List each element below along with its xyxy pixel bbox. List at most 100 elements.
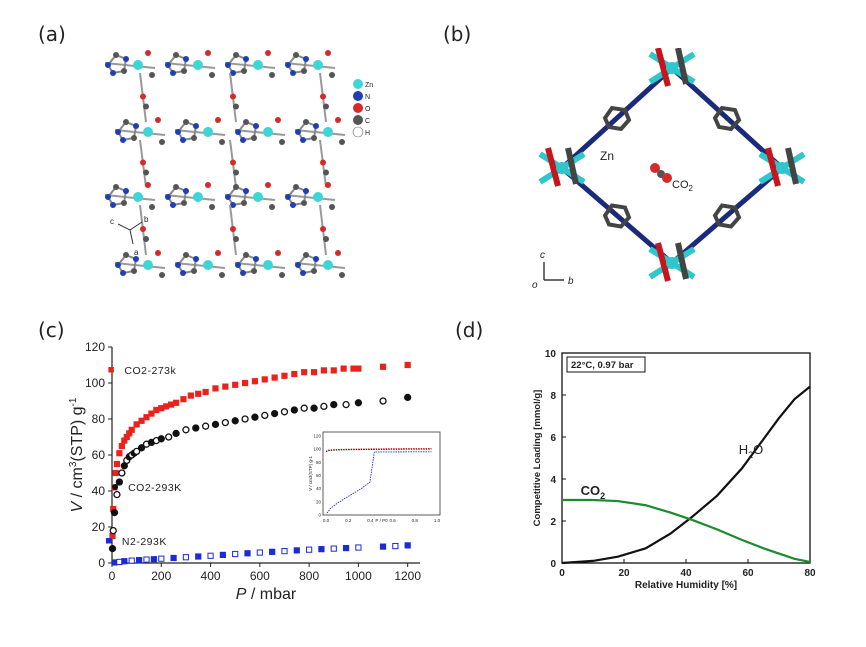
data-point bbox=[301, 369, 308, 376]
x-tick-label: 1200 bbox=[394, 569, 421, 583]
data-point bbox=[256, 549, 263, 556]
data-point bbox=[219, 551, 226, 559]
svg-text:O: O bbox=[365, 106, 371, 113]
legend-item-zn: Zn bbox=[353, 79, 373, 89]
data-point bbox=[300, 404, 308, 412]
data-point bbox=[404, 542, 411, 549]
data-point bbox=[404, 393, 412, 402]
data-point bbox=[121, 558, 128, 565]
series-label-h2o: H2O bbox=[739, 442, 764, 460]
data-point bbox=[118, 469, 126, 477]
plot-frame bbox=[561, 352, 811, 564]
data-point bbox=[137, 444, 146, 452]
inset-y-label: V / cm3(STP) g-1 bbox=[308, 456, 313, 491]
data-point bbox=[290, 406, 298, 414]
data-point bbox=[108, 544, 117, 553]
series-label: N2-293K bbox=[122, 536, 167, 548]
x-tick-label: 200 bbox=[151, 569, 171, 583]
y-tick-label: 40 bbox=[92, 484, 106, 498]
inset-y-tick-label: 0 bbox=[318, 513, 321, 518]
data-point bbox=[355, 365, 362, 372]
svg-text:Zn: Zn bbox=[365, 82, 373, 89]
svg-text:c: c bbox=[110, 217, 114, 226]
data-point bbox=[113, 460, 121, 468]
inset-series-line bbox=[325, 448, 432, 452]
inset-frame bbox=[322, 431, 441, 516]
data-point bbox=[350, 365, 357, 372]
x-axis-label: Relative Humidity [%] bbox=[635, 580, 737, 591]
data-point bbox=[251, 378, 259, 385]
data-point bbox=[118, 442, 125, 450]
data-point bbox=[132, 447, 141, 456]
inset-x-tick-label: 0.8 bbox=[412, 518, 419, 523]
series-label: CO2-273k bbox=[124, 365, 176, 377]
inset-x-tick-label: 0.4 bbox=[367, 518, 374, 523]
panel-label-d: (d) bbox=[455, 318, 484, 342]
svg-text:H: H bbox=[365, 130, 370, 137]
data-point bbox=[153, 406, 160, 414]
inset-x-tick-label: 1.0 bbox=[434, 518, 441, 523]
data-point bbox=[261, 411, 269, 420]
series-label-co2: CO2 bbox=[581, 483, 606, 501]
data-point bbox=[291, 370, 298, 378]
inset-plot: 0.0 0.2 0.4 0.6 0.8 1.0 0 20 40 60 80 100 120 P / P0 V… bbox=[308, 431, 441, 523]
data-point bbox=[195, 553, 202, 560]
x-tick-label: 80 bbox=[804, 568, 816, 579]
inset-series-line bbox=[325, 448, 432, 453]
data-point bbox=[355, 544, 362, 551]
y-axis-label: Competitive Loading [mmol/g] bbox=[532, 390, 543, 527]
co2-label: CO2 bbox=[672, 179, 694, 193]
data-point bbox=[172, 399, 180, 406]
data-point bbox=[163, 403, 170, 410]
svg-text:o: o bbox=[532, 280, 538, 291]
data-point bbox=[109, 532, 116, 540]
data-point bbox=[310, 404, 318, 412]
data-point bbox=[143, 414, 150, 421]
inset-x-tick-label: 0.0 bbox=[323, 518, 330, 523]
annotation-text: 22°C, 0.97 bar bbox=[571, 360, 634, 371]
svg-text:a: a bbox=[134, 248, 139, 257]
panel-label-b: (b) bbox=[443, 22, 472, 46]
atom-legend: Zn N O C H bbox=[352, 79, 373, 138]
data-point bbox=[392, 542, 399, 550]
y-tick-label: 80 bbox=[92, 412, 106, 426]
data-point bbox=[379, 397, 387, 405]
data-point bbox=[138, 417, 145, 424]
data-point bbox=[342, 544, 350, 552]
data-point bbox=[111, 559, 118, 566]
inset-x-label: P / P0 bbox=[375, 518, 388, 523]
data-point bbox=[269, 548, 276, 555]
data-point bbox=[115, 478, 124, 486]
data-point bbox=[340, 365, 347, 372]
data-point bbox=[157, 435, 165, 443]
data-point bbox=[310, 369, 318, 376]
y-axis-label: V / cm3(STP) g-1 bbox=[68, 397, 86, 512]
series-line-h2o bbox=[561, 385, 811, 565]
legend-marker bbox=[108, 367, 114, 373]
data-point bbox=[202, 388, 209, 396]
y-tick-label: 6 bbox=[550, 433, 556, 444]
y-tick-label: 8 bbox=[550, 391, 556, 402]
x-tick-label: 0 bbox=[109, 569, 116, 583]
inset-x-tick-label: 0.6 bbox=[389, 518, 396, 523]
x-tick-label: 1000 bbox=[345, 569, 372, 583]
inset-x-tick-label: 0.2 bbox=[345, 518, 352, 523]
data-point bbox=[320, 367, 328, 374]
data-point bbox=[306, 546, 313, 553]
data-point bbox=[168, 401, 175, 408]
data-point bbox=[170, 554, 177, 562]
data-point bbox=[330, 400, 338, 409]
data-point bbox=[281, 548, 288, 555]
annotation-box bbox=[566, 356, 646, 373]
panel-label-c: (c) bbox=[38, 318, 65, 342]
inset-y-tick-label: 120 bbox=[313, 434, 321, 439]
data-point bbox=[182, 426, 190, 434]
data-point bbox=[330, 367, 337, 374]
data-point bbox=[342, 400, 350, 409]
data-point bbox=[241, 415, 249, 423]
data-point bbox=[280, 408, 289, 416]
data-point bbox=[136, 557, 143, 564]
data-point bbox=[211, 420, 220, 429]
data-point bbox=[232, 381, 239, 388]
data-point bbox=[128, 557, 135, 564]
